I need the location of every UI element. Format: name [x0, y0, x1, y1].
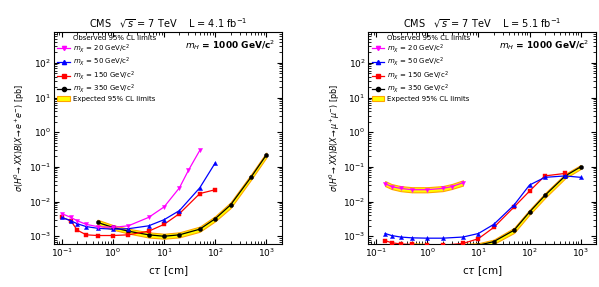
Legend: Observed 95% CL limits, $m_{X}$ = 20 GeV/c$^{2}$, $m_{X}$ = 50 GeV/c$^{2}$, $m_{: Observed 95% CL limits, $m_{X}$ = 20 GeV…: [56, 34, 158, 104]
Title: CMS   $\sqrt{s}$ = 7 TeV    L = 4.1 fb$^{-1}$: CMS $\sqrt{s}$ = 7 TeV L = 4.1 fb$^{-1}$: [89, 16, 247, 30]
Y-axis label: $\sigma(H^{0}\!\to XX)B(X\!\to e^{+}e^{-})$ [pb]: $\sigma(H^{0}\!\to XX)B(X\!\to e^{+}e^{-…: [13, 84, 28, 192]
Legend: Observed 95% CL limits, $m_{X}$ = 20 GeV/c$^{2}$, $m_{X}$ = 50 GeV/c$^{2}$, $m_{: Observed 95% CL limits, $m_{X}$ = 20 GeV…: [370, 34, 471, 104]
X-axis label: c$\tau$ [cm]: c$\tau$ [cm]: [462, 265, 503, 278]
Title: CMS   $\sqrt{s}$ = 7 TeV    L = 5.1 fb$^{-1}$: CMS $\sqrt{s}$ = 7 TeV L = 5.1 fb$^{-1}$: [403, 16, 561, 30]
Y-axis label: $\sigma(H^{0}\!\to XX)B(X\!\to \mu^{+}\mu^{-})$ [pb]: $\sigma(H^{0}\!\to XX)B(X\!\to \mu^{+}\m…: [327, 84, 342, 192]
X-axis label: c$\tau$ [cm]: c$\tau$ [cm]: [147, 265, 188, 278]
Text: $m_{H}$ = 1000 GeV/c$^{2}$: $m_{H}$ = 1000 GeV/c$^{2}$: [499, 38, 589, 52]
Text: $m_{H}$ = 1000 GeV/c$^{2}$: $m_{H}$ = 1000 GeV/c$^{2}$: [184, 38, 275, 52]
